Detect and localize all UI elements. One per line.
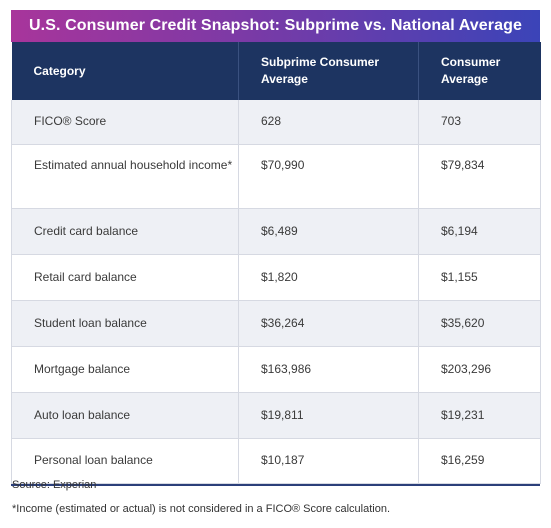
table-row: Estimated annual household income* $70,9… [11,144,541,209]
subprime-value: $6,489 [238,208,419,255]
subprime-value: $10,187 [238,438,419,484]
consumer-value: $35,620 [418,300,541,347]
income-footnote: *Income (estimated or actual) is not con… [12,503,390,515]
subprime-value: $70,990 [238,144,419,209]
consumer-value: $203,296 [418,346,541,393]
table-title: U.S. Consumer Credit Snapshot: Subprime … [11,10,540,42]
consumer-value: 703 [418,100,541,145]
table-row: Student loan balance $36,264 $35,620 [11,300,541,347]
row-label: Student loan balance [11,300,239,347]
subprime-value: $19,811 [238,392,419,439]
subprime-value: $163,986 [238,346,419,393]
row-label: Personal loan balance [11,438,239,484]
table-row: Mortgage balance $163,986 $203,296 [11,346,541,393]
source-note: Source: Experian [12,479,97,491]
consumer-value: $79,834 [418,144,541,209]
row-label: Credit card balance [11,208,239,255]
table-row: Personal loan balance $10,187 $16,259 [11,438,541,484]
consumer-value: $19,231 [418,392,541,439]
row-label: Auto loan balance [11,392,239,439]
table-row: FICO® Score 628 703 [11,100,541,145]
header-subprime: Subprime Consumer Average [238,42,419,100]
table-row: Retail card balance $1,820 $1,155 [11,254,541,301]
credit-table: Category Subprime Consumer Average Consu… [11,42,541,484]
row-label: Estimated annual household income* [11,144,239,209]
header-category: Category [11,42,239,100]
header-consumer: Consumer Average [418,42,541,100]
subprime-value: 628 [238,100,419,145]
row-label: FICO® Score [11,100,239,145]
table-bottom-rule [11,483,540,486]
row-label: Retail card balance [11,254,239,301]
subprime-value: $1,820 [238,254,419,301]
consumer-value: $6,194 [418,208,541,255]
table-row: Auto loan balance $19,811 $19,231 [11,392,541,439]
credit-snapshot-card: U.S. Consumer Credit Snapshot: Subprime … [11,10,541,486]
consumer-value: $1,155 [418,254,541,301]
table-row: Credit card balance $6,489 $6,194 [11,208,541,255]
subprime-value: $36,264 [238,300,419,347]
row-label: Mortgage balance [11,346,239,393]
consumer-value: $16,259 [418,438,541,484]
header-row: Category Subprime Consumer Average Consu… [11,42,541,100]
